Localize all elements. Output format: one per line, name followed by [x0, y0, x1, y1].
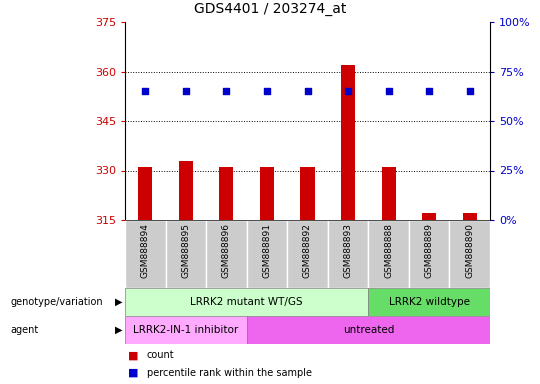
Bar: [125, 220, 166, 288]
Text: count: count: [146, 350, 174, 360]
Text: GSM888895: GSM888895: [181, 223, 190, 278]
Bar: [368, 220, 409, 288]
Bar: [368, 288, 490, 316]
Text: GSM888888: GSM888888: [384, 223, 393, 278]
Point: [141, 88, 150, 94]
Point: [222, 88, 231, 94]
Bar: [206, 220, 247, 288]
Text: GDS4401 / 203274_at: GDS4401 / 203274_at: [194, 2, 346, 16]
Point: [262, 88, 271, 94]
Text: agent: agent: [11, 325, 39, 335]
Text: ■: ■: [127, 368, 138, 378]
Text: LRRK2 wildtype: LRRK2 wildtype: [389, 297, 470, 307]
Bar: [138, 167, 152, 220]
Bar: [422, 214, 436, 220]
Point: [384, 88, 393, 94]
Text: GSM888892: GSM888892: [303, 223, 312, 278]
Bar: [260, 167, 274, 220]
Bar: [287, 220, 328, 288]
Text: ■: ■: [127, 350, 138, 360]
Bar: [219, 167, 233, 220]
Bar: [179, 161, 193, 220]
Bar: [247, 220, 287, 288]
Bar: [341, 65, 355, 220]
Bar: [382, 167, 396, 220]
Bar: [409, 220, 449, 288]
Point: [465, 88, 474, 94]
Point: [303, 88, 312, 94]
Text: genotype/variation: genotype/variation: [11, 297, 104, 307]
Text: untreated: untreated: [343, 325, 394, 335]
Text: LRRK2 mutant WT/GS: LRRK2 mutant WT/GS: [191, 297, 303, 307]
Text: GSM888891: GSM888891: [262, 223, 272, 278]
Text: GSM888893: GSM888893: [343, 223, 353, 278]
Text: GSM888894: GSM888894: [141, 223, 150, 278]
Text: percentile rank within the sample: percentile rank within the sample: [146, 368, 312, 378]
Bar: [300, 167, 315, 220]
Text: GSM888890: GSM888890: [465, 223, 474, 278]
Bar: [247, 316, 490, 344]
Bar: [463, 214, 477, 220]
Point: [181, 88, 190, 94]
Bar: [166, 220, 206, 288]
Point: [425, 88, 434, 94]
Text: ▶: ▶: [115, 297, 122, 307]
Bar: [125, 288, 368, 316]
Bar: [449, 220, 490, 288]
Text: GSM888889: GSM888889: [424, 223, 434, 278]
Bar: [328, 220, 368, 288]
Text: ▶: ▶: [115, 325, 122, 335]
Text: GSM888896: GSM888896: [222, 223, 231, 278]
Point: [344, 88, 353, 94]
Text: LRRK2-IN-1 inhibitor: LRRK2-IN-1 inhibitor: [133, 325, 239, 335]
Bar: [125, 316, 247, 344]
